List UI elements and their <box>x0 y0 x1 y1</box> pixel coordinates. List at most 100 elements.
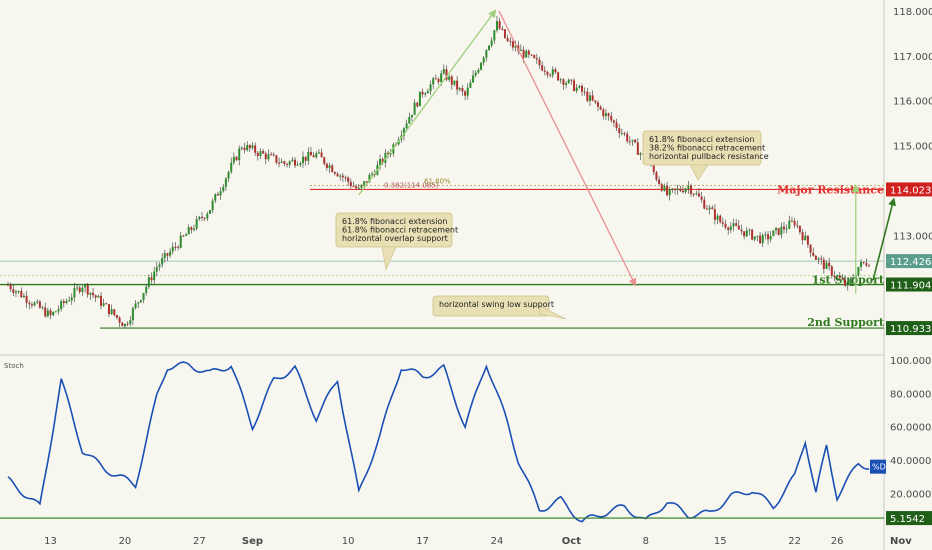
candle-body <box>785 228 788 230</box>
candle-body <box>519 49 522 51</box>
candle-body <box>849 279 852 283</box>
candle-body <box>445 69 448 80</box>
candle-body <box>790 220 793 222</box>
stoch-tick-label: 60.0000 <box>890 423 931 434</box>
stoch-level-tag-text: 5.1542 <box>890 514 925 525</box>
stoch-title: Stoch <box>4 362 24 370</box>
date-tick-label: 8 <box>643 536 649 547</box>
candle-body <box>575 87 578 91</box>
candle-body <box>846 282 849 286</box>
candle-body <box>371 173 374 175</box>
candle-body <box>126 323 129 325</box>
candle-body <box>355 186 358 189</box>
candle-body <box>328 165 331 168</box>
callout-text-a1: 38.2% fibonacci retracement <box>649 144 765 153</box>
candle-body <box>254 145 257 153</box>
candle-body <box>453 80 456 85</box>
callout-pointer-a2 <box>381 246 397 272</box>
candle-body <box>833 275 836 278</box>
candle-body <box>628 141 631 143</box>
candle-body <box>387 152 390 155</box>
candle-body <box>78 287 81 293</box>
candle-body <box>25 295 28 303</box>
candle-body <box>97 295 100 298</box>
candle-body <box>586 91 589 101</box>
candle-body <box>418 91 421 107</box>
candle-body <box>780 226 783 235</box>
candle-body <box>509 41 512 43</box>
candle-body <box>474 72 477 76</box>
candle-body <box>331 165 334 173</box>
resistance-price-tag <box>886 182 932 197</box>
callout-text-a2: 61.8% fibonacci retracement <box>342 226 458 235</box>
resistance-label: Major Resistance <box>777 183 884 196</box>
candle-body <box>275 155 278 163</box>
candle-body <box>488 45 491 50</box>
candle-body <box>92 292 95 296</box>
price-tick-label: 113.000 <box>893 231 932 242</box>
candle-body <box>525 50 528 58</box>
candle-body <box>320 152 323 158</box>
axes: 118.000117.000116.000115.000114.000113.0… <box>44 7 932 547</box>
candle-body <box>360 184 363 188</box>
candle-body <box>719 215 722 223</box>
candle-body <box>660 183 663 191</box>
candle-body <box>216 193 219 196</box>
candle-body <box>748 229 751 231</box>
callout-pointer-a1 <box>689 164 709 181</box>
candle-body <box>115 315 118 318</box>
candle-body <box>153 271 156 281</box>
callout-text-a1: 61.8% fibonacci extension <box>649 135 755 144</box>
candle-body <box>543 70 546 72</box>
candle-body <box>424 93 427 95</box>
candle-body <box>700 196 703 200</box>
candle-body <box>230 162 233 172</box>
candle-body <box>437 78 440 82</box>
candle-body <box>599 106 602 110</box>
candle-body <box>405 123 408 129</box>
candle-body <box>187 227 190 235</box>
candle-body <box>299 163 302 165</box>
candle-body <box>161 258 164 265</box>
candle-body <box>559 79 562 81</box>
candle-body <box>262 151 265 154</box>
fib-618-label: 61.80% <box>424 177 451 185</box>
candle-body <box>195 218 198 229</box>
candle-body <box>450 76 453 85</box>
candle-body <box>687 185 690 189</box>
candle-body <box>751 229 754 240</box>
callout-text-a2: 61.8% fibonacci extension <box>342 217 448 226</box>
candle-body <box>408 117 411 124</box>
candle-body <box>232 156 235 163</box>
price-tick-label: 115.000 <box>893 142 932 153</box>
candle-body <box>759 235 762 244</box>
candle-body <box>602 109 605 117</box>
date-tick-label: 22 <box>788 536 801 547</box>
stoch-tick-label: 80.0000 <box>890 389 931 400</box>
candle-body <box>583 91 586 93</box>
candle-body <box>150 277 153 281</box>
candle-body <box>46 310 49 317</box>
stoch-panel: Stoch <box>0 361 884 523</box>
candle-body <box>498 21 501 29</box>
candle-body <box>84 284 87 288</box>
candle-body <box>812 252 815 256</box>
candle-body <box>65 300 68 304</box>
candle-body <box>325 163 328 168</box>
candle-body <box>421 91 424 95</box>
candle-body <box>777 228 780 235</box>
candle-body <box>68 300 71 302</box>
candle-body <box>618 128 621 134</box>
candle-body <box>389 153 392 155</box>
stoch-series-tag <box>870 459 886 474</box>
candle-body <box>402 128 405 136</box>
candle-body <box>535 58 538 60</box>
candle-body <box>464 91 467 96</box>
candle-body <box>828 262 831 267</box>
callout-text-a3: horizontal swing low support <box>439 300 554 309</box>
candle-body <box>251 145 254 149</box>
stoch-tick-label: 100.0000 <box>890 356 932 367</box>
candle-body <box>123 323 126 327</box>
candle-body <box>166 253 169 256</box>
